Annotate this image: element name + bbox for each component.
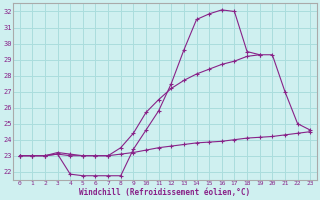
X-axis label: Windchill (Refroidissement éolien,°C): Windchill (Refroidissement éolien,°C) (79, 188, 251, 197)
